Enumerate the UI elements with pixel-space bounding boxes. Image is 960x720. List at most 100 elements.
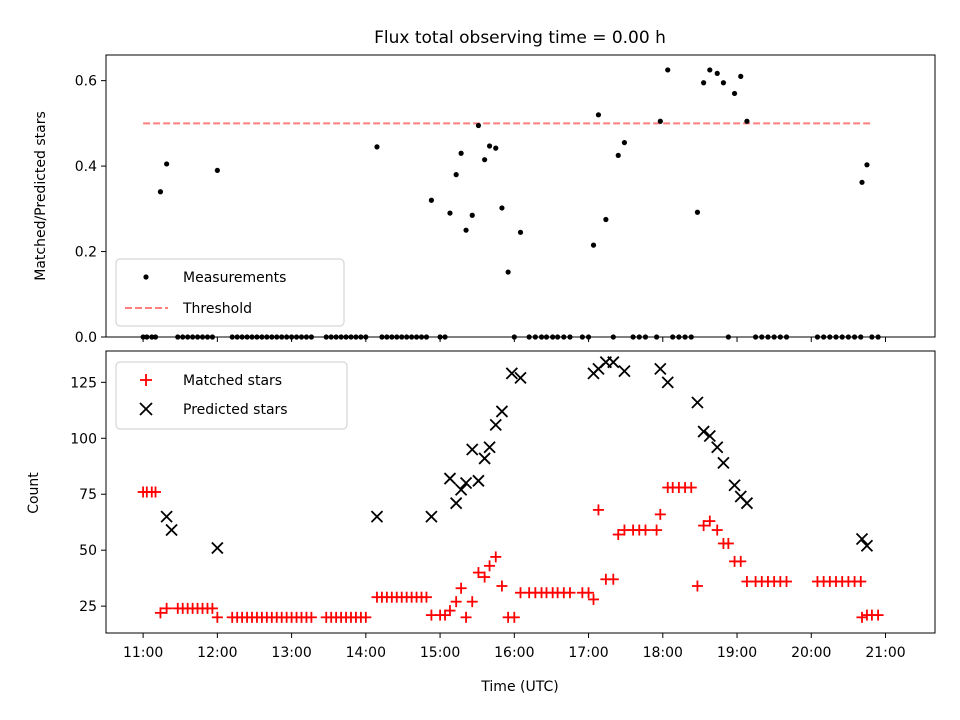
measurement-point <box>720 80 727 86</box>
count-y-tick-label: 100 <box>70 431 97 447</box>
predicted-star-point <box>211 541 224 555</box>
matched-star-point <box>722 537 734 549</box>
matched-star-point <box>466 596 478 608</box>
legend-measurements-marker <box>143 274 149 280</box>
ratio-axis-ticks: 0.0 0.2 0.4 0.6 <box>75 74 887 346</box>
x-tick-label: 12:00 <box>197 645 237 661</box>
ratio-y-tick-label: 0.2 <box>75 245 97 261</box>
x-tick-label: 15:00 <box>420 645 460 661</box>
measurement-point <box>621 139 628 146</box>
matched-star-point <box>444 605 456 617</box>
measurement-point <box>657 118 663 124</box>
measurement-point <box>615 152 621 159</box>
matched-star-point <box>588 593 600 605</box>
x-tick-label: 18:00 <box>643 645 683 661</box>
matched-star-point <box>691 580 703 592</box>
ratio-axes-frame <box>105 54 936 338</box>
matched-star-point <box>490 551 502 563</box>
count-axes-frame <box>105 350 936 634</box>
matched-star-point <box>651 524 663 536</box>
predicted-star-point <box>425 510 438 523</box>
matched-star-point <box>685 482 697 494</box>
measurement-point <box>517 229 524 235</box>
predicted-star-point <box>717 456 730 470</box>
matched-star-point <box>564 587 576 599</box>
legend-measurements-label: Measurements <box>183 270 286 286</box>
ratio-y-axis-label: Matched/Predicted stars <box>33 111 49 281</box>
predicted-star-point <box>489 418 502 431</box>
matched-star-point <box>496 580 508 592</box>
legend-threshold-label: Threshold <box>182 301 252 317</box>
measurement-point <box>463 227 469 233</box>
predicted-star-point <box>711 441 724 454</box>
matched-star-point <box>872 609 884 621</box>
predicted-star-point <box>618 365 631 378</box>
matched-star-point <box>612 529 624 541</box>
measurement-point <box>486 143 493 149</box>
measurement-point <box>157 189 164 195</box>
predicted-star-point <box>661 376 674 389</box>
measurement-point <box>505 269 511 275</box>
predicted-star-point <box>454 483 468 496</box>
matched-star-point <box>704 515 716 527</box>
predicted-star-point <box>443 472 457 485</box>
count-y-tick-label: 125 <box>70 375 97 391</box>
measurement-point <box>701 80 707 86</box>
matched-star-point <box>420 591 432 603</box>
measurement-point <box>864 162 870 168</box>
matched-star-point <box>856 611 868 623</box>
predicted-star-point <box>607 356 620 369</box>
count-legend: Matched stars Predicted stars <box>115 361 348 430</box>
measurement-point <box>428 197 435 203</box>
measurement-point <box>214 167 220 173</box>
ratio-legend-box <box>115 258 345 327</box>
predicted-star-point <box>855 532 869 546</box>
x-tick-label: 17:00 <box>568 645 608 661</box>
measurement-point <box>859 179 865 185</box>
matched-star-point <box>154 607 166 619</box>
measurement-point <box>447 210 453 216</box>
predicted-star-point <box>472 474 485 487</box>
measurement-point <box>453 172 459 178</box>
predicted-star-point <box>459 476 473 490</box>
matched-star-point <box>583 587 595 599</box>
matched-star-point <box>211 611 223 623</box>
predicted-star-point <box>505 367 518 380</box>
predicted-star-point <box>691 396 704 409</box>
legend-matched-marker <box>140 374 152 386</box>
matched-star-point <box>149 486 161 498</box>
predicted-star-point <box>654 362 667 376</box>
predicted-star-point <box>450 497 463 510</box>
x-tick-label: 13:00 <box>271 645 311 661</box>
matched-star-point <box>654 508 666 520</box>
measurement-point <box>458 150 464 156</box>
matched-star-point <box>711 524 723 536</box>
count-y-tick-label: 50 <box>79 543 97 559</box>
measurement-point <box>707 67 713 73</box>
x-tick-label: 19:00 <box>717 645 757 661</box>
ratio-y-tick-label: 0.4 <box>75 159 97 175</box>
x-tick-label: 11:00 <box>123 645 163 661</box>
predicted-star-point <box>370 510 384 523</box>
count-legend-box <box>115 361 348 430</box>
predicted-star-point <box>728 479 741 492</box>
predicted-star-point <box>160 510 173 523</box>
matched-star-point <box>735 555 747 567</box>
matched-star-point <box>450 596 462 608</box>
predicted-star-point <box>495 405 509 418</box>
x-tick-label: 14:00 <box>346 645 386 661</box>
count-y-axis-label: Count <box>26 472 42 514</box>
predicted-star-point <box>514 371 527 384</box>
matched-star-point <box>855 576 867 588</box>
measurement-point <box>499 205 505 211</box>
measurement-point <box>731 90 738 97</box>
predicted-star-point <box>483 441 496 454</box>
matched-star-point <box>460 611 472 623</box>
count-panel: Count Time (UTC) 11:00 12:00 13:00 14:00 15:… <box>26 350 936 695</box>
matched-star-point <box>592 504 604 516</box>
predicted-star-point <box>165 523 178 537</box>
matched-star-point <box>161 602 173 614</box>
matched-star-point <box>472 567 484 579</box>
